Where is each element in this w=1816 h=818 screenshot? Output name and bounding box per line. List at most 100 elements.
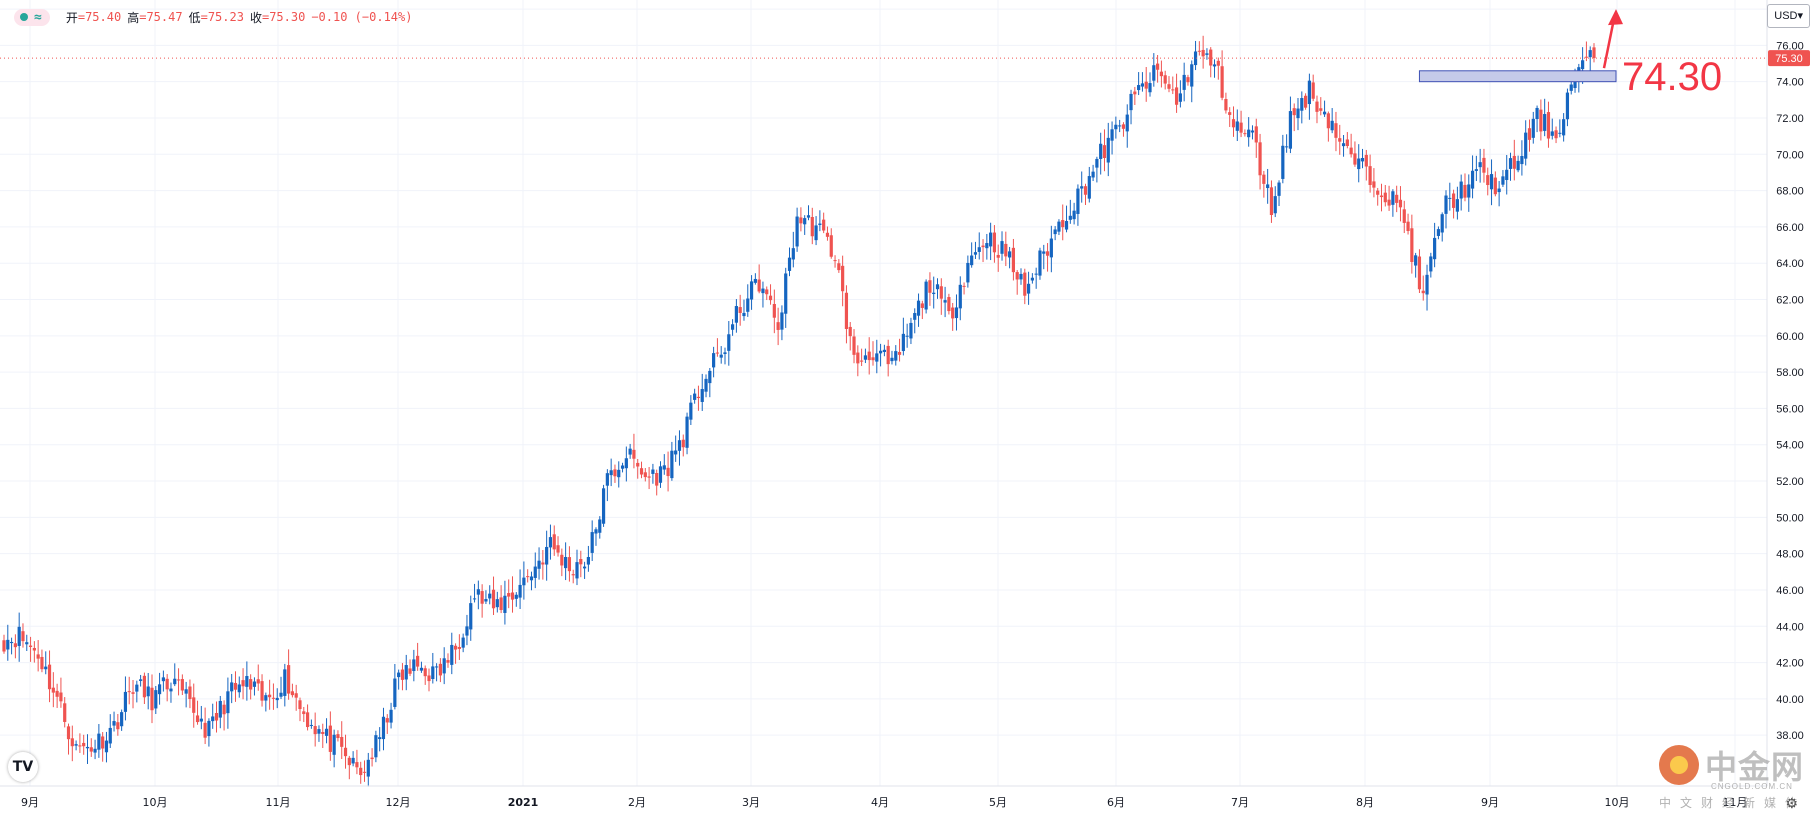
candle-body: [480, 591, 484, 604]
candle-body: [51, 687, 55, 693]
y-tick-label: 60.00: [1776, 331, 1804, 343]
candle-body: [9, 641, 14, 644]
candle-body: [1372, 181, 1376, 188]
candle-body: [446, 660, 450, 663]
currency-button[interactable]: USD▾: [1767, 4, 1810, 28]
candle-body: [302, 711, 306, 715]
candle-body: [639, 468, 644, 475]
candle-body: [685, 416, 689, 448]
candle-body: [932, 292, 936, 295]
candle-body: [1558, 132, 1562, 134]
candle-body: [841, 265, 845, 292]
change-value: −0.10 (−0.14%): [311, 10, 413, 24]
candle-body: [393, 678, 397, 707]
candle-body: [374, 735, 378, 758]
candle-body: [1376, 190, 1380, 195]
chart-grid: [0, 0, 1767, 786]
candle-body: [404, 665, 408, 680]
x-tick-label: 3月: [742, 796, 760, 809]
candle-body: [1505, 169, 1509, 180]
candle-body: [226, 691, 230, 714]
candle-body: [36, 654, 40, 659]
candle-body: [1076, 188, 1080, 214]
candle-body: [894, 351, 898, 361]
candle-body: [1402, 209, 1406, 223]
candle-body: [765, 289, 769, 295]
candle-body: [803, 218, 807, 225]
y-tick-label: 46.00: [1776, 585, 1804, 597]
candle-body: [146, 686, 150, 697]
candle-body: [1193, 51, 1198, 66]
candle-body: [655, 473, 659, 486]
candle-body: [271, 697, 276, 699]
candle-body: [416, 655, 420, 667]
candle-body: [25, 642, 29, 645]
candle-body: [1364, 154, 1368, 167]
candle-body: [943, 300, 947, 303]
candle-body: [624, 458, 628, 469]
candle-body: [579, 559, 583, 565]
candle-body: [647, 476, 651, 478]
candle-body: [279, 692, 283, 697]
candle-body: [101, 736, 105, 749]
candle-body: [351, 757, 355, 764]
candle-body: [1239, 122, 1243, 133]
candle-body: [708, 370, 712, 384]
candle-body: [677, 440, 682, 451]
candle-body: [389, 709, 393, 723]
candle-body: [863, 355, 868, 360]
candle-body: [1118, 125, 1122, 127]
candle-body: [476, 589, 480, 595]
candle-body: [188, 686, 192, 700]
candle-body: [1182, 74, 1186, 90]
low-value: =75.23: [200, 10, 244, 24]
candle-body: [1072, 210, 1076, 220]
candle-body: [503, 595, 507, 613]
candle-body: [1121, 124, 1126, 129]
candle-body: [954, 307, 959, 319]
candle-body: [1303, 95, 1308, 108]
candle-body: [548, 537, 553, 548]
candle-body: [1436, 229, 1441, 236]
symbol-visibility-toggle[interactable]: ≈: [14, 8, 50, 26]
candle-body: [920, 303, 924, 308]
y-tick-label: 40.00: [1776, 694, 1804, 706]
tradingview-logo[interactable]: TV: [8, 752, 38, 782]
candle-body: [522, 577, 526, 586]
candle-body: [112, 721, 116, 726]
candle-body: [1414, 255, 1418, 266]
candle-body: [131, 692, 135, 694]
candle-body: [1387, 199, 1391, 206]
candle-body: [973, 252, 978, 255]
candle-body: [1292, 108, 1296, 116]
candle-body: [108, 727, 112, 744]
candle-body: [1497, 188, 1501, 193]
resistance-zone: [1418, 70, 1617, 83]
candle-body: [1322, 111, 1327, 115]
candle-body: [1125, 114, 1129, 132]
gear-icon[interactable]: ⚙: [1785, 795, 1798, 811]
candle-body: [1474, 169, 1478, 171]
candle-body: [397, 672, 401, 678]
series-dot-icon: [20, 13, 28, 21]
candle-body: [712, 353, 716, 368]
candle-body: [1163, 75, 1167, 84]
candle-body: [1080, 186, 1084, 189]
candle-body: [1034, 273, 1038, 275]
candle-body: [1008, 251, 1012, 258]
candle-body: [1266, 184, 1270, 189]
candle-body: [575, 562, 579, 579]
candle-body: [1444, 195, 1448, 214]
candle-body: [571, 574, 575, 576]
x-tick-label: 2021: [508, 796, 539, 809]
candle-body: [1527, 128, 1532, 140]
candle-body: [1095, 158, 1099, 168]
candle-body: [214, 712, 219, 721]
candle-body: [514, 594, 518, 599]
candle-body: [730, 324, 735, 330]
candle-body: [1026, 283, 1031, 294]
candle-body: [340, 736, 344, 747]
candle-body: [1421, 290, 1425, 294]
candle-body: [1550, 131, 1554, 136]
